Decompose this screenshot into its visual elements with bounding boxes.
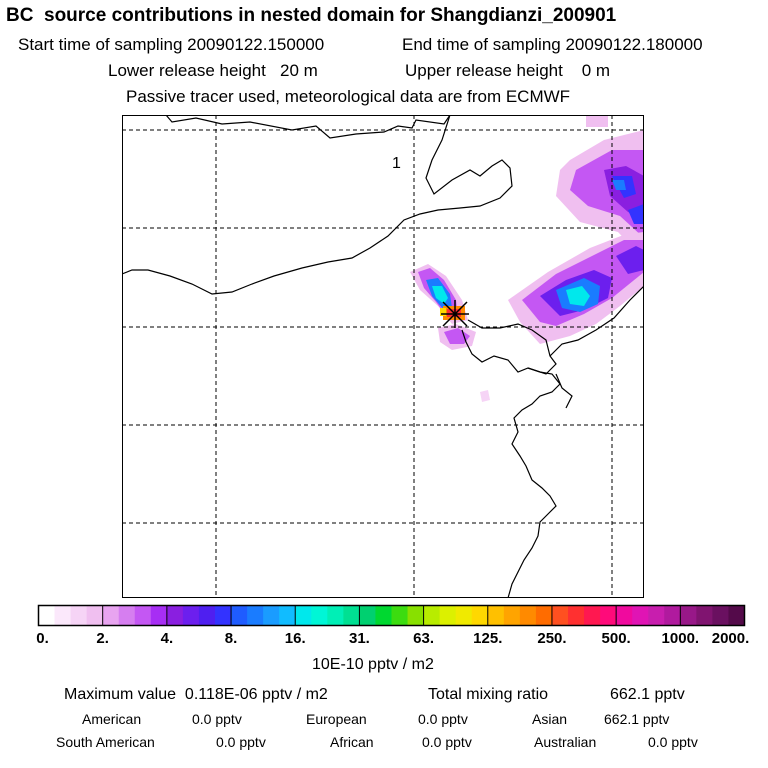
legend-color-cell [696,605,713,626]
receptor-star-icon [441,300,469,328]
legend-color-cell [311,605,328,626]
legend-tick-label: 125. [473,630,503,647]
legend-color-cell [568,605,585,626]
legend-color-cell [551,605,569,626]
australian-label: Australian [534,734,597,750]
south-american-label: South American [56,734,155,750]
lower-height-label: Lower release height 20 m [108,61,318,80]
coastlines-borders [122,115,644,598]
american-label: American [82,711,142,727]
legend-color-cell [182,605,200,626]
legend-color-cell [535,605,553,626]
max-value-label: Maximum value 0.118E-06 pptv / m2 [64,686,328,703]
legend-color-cell [439,605,457,626]
european-value: 0.0 pptv [418,711,468,727]
legend-color-cell [166,605,184,626]
legend-color-cell [600,605,617,626]
legend-color-cell [712,605,729,626]
legend-color-cell [198,605,216,626]
upper-height-label: Upper release height 0 m [405,61,611,80]
legend-tick-label: 1000. [661,630,700,647]
legend-color-cell [134,605,152,626]
legend-color-cell [231,605,248,626]
legend-color-cell [295,605,312,626]
legend-color-cell [391,605,409,626]
legend-color-cell [471,605,489,626]
total-mixing-value: 662.1 pptv [610,686,685,703]
legend-tick-label: 0. [36,630,49,647]
legend-color-cell [102,605,120,626]
legend-color-cell [728,605,745,626]
legend-color-cell [487,605,505,626]
legend-color-cell [38,605,56,626]
legend-color-cell [247,605,264,626]
end-time-label: End time of sampling 20090122.180000 [402,35,703,54]
legend-tick-label: 500. [601,630,631,647]
legend-tick-label: 2. [96,630,109,647]
legend-color-cell [279,605,296,626]
legend-tick-label: 63. [413,630,435,647]
african-label: African [330,734,374,750]
legend-tick-label: 8. [224,630,238,647]
australian-value: 0.0 pptv [648,734,698,750]
legend-color-cell [503,605,521,626]
legend-unit: 10E-10 pptv / m2 [312,656,434,673]
asian-value: 662.1 pptv [604,711,670,727]
legend-color-cell [584,605,601,626]
american-value: 0.0 pptv [192,711,242,727]
asian-label: Asian [532,711,568,727]
legend-color-cell [423,605,441,626]
legend-color-cell [455,605,473,626]
legend-color-cell [118,605,136,626]
legend-color-cell [664,605,681,626]
legend-color-cell [648,605,665,626]
total-mixing-label: Total mixing ratio [428,686,549,703]
legend-tick-label: 4. [160,630,174,647]
legend-tick-label: 250. [537,630,567,647]
south-american-value: 0.0 pptv [216,734,266,750]
legend-color-cell [680,605,697,626]
legend-color-cell [327,605,344,626]
legend-color-cell [215,605,232,626]
legend-color-cell [632,605,649,626]
location-marker-label: 1 [392,155,401,172]
legend-tick-label: 31. [348,630,370,647]
legend-color-cell [263,605,280,626]
legend-color-cell [54,605,72,626]
african-value: 0.0 pptv [422,734,472,750]
legend-color-cell [86,605,104,626]
map-frame [122,115,644,598]
grid-lines [122,115,644,598]
plume-northeast [508,115,644,344]
legend-color-cell [407,605,425,626]
legend-color-cell [150,605,168,626]
legend-tick-label: 16. [284,630,306,647]
legend-frame [37,604,746,627]
legend-color-cell [359,605,376,626]
legend-color-cell [616,605,633,626]
tracer-note: Passive tracer used, meteorological data… [126,87,571,106]
legend-color-cell [375,605,392,626]
european-label: European [306,711,367,727]
start-time-label: Start time of sampling 20090122.150000 [18,35,325,54]
legend-tick-label: 2000. [711,630,750,647]
legend-color-cell [70,605,88,626]
legend-color-cell [343,605,360,626]
map-title: BC source contributions in nested domain… [6,5,617,26]
legend-color-cell [519,605,537,626]
